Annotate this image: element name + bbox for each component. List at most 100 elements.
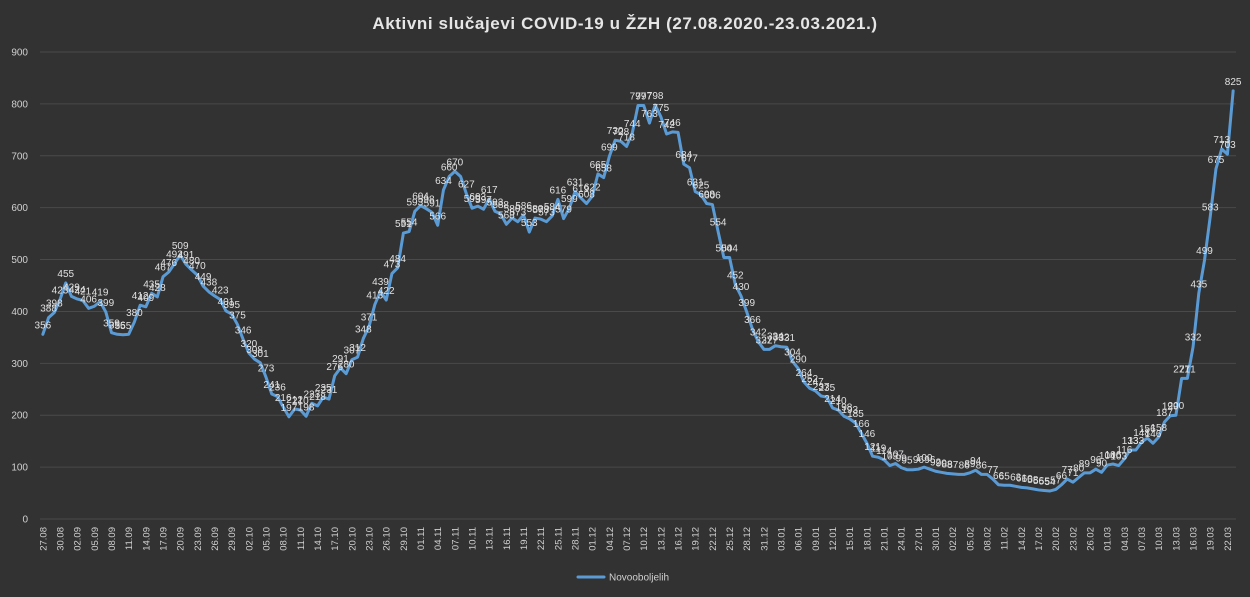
x-tick-label: 20.09 — [176, 527, 187, 551]
data-label: 193 — [841, 405, 858, 416]
data-label: 484 — [389, 254, 406, 265]
data-label: 95 — [901, 456, 913, 467]
data-label: 158 — [1150, 423, 1167, 434]
data-label: 452 — [727, 270, 744, 281]
x-tick-label: 20.02 — [1051, 527, 1062, 551]
data-label: 271 — [1173, 364, 1190, 375]
data-label: 491 — [178, 250, 195, 261]
data-label: 90 — [936, 458, 948, 469]
data-label: 55 — [1039, 476, 1051, 487]
data-label: 223 — [303, 389, 320, 400]
data-label: 665 — [590, 160, 607, 171]
data-label: 252 — [801, 374, 818, 385]
x-tick-label: 26.09 — [210, 527, 221, 551]
data-label: 100 — [916, 453, 933, 464]
data-label: 332 — [773, 333, 790, 344]
data-label: 235 — [818, 383, 835, 394]
data-label: 399 — [738, 298, 755, 309]
data-label: 388 — [40, 304, 57, 315]
data-label: 599 — [464, 194, 481, 205]
data-label: 146 — [1145, 429, 1162, 440]
data-label: 371 — [361, 312, 378, 323]
data-label: 94 — [970, 456, 982, 467]
data-label: 406 — [80, 294, 97, 305]
x-tick-label: 18.01 — [862, 527, 873, 551]
x-tick-label: 27.01 — [914, 527, 925, 551]
data-label: 212 — [286, 395, 303, 406]
data-label: 603 — [469, 192, 486, 203]
x-tick-label: 19.11 — [519, 527, 530, 550]
data-label: 327 — [756, 335, 773, 346]
data-label: 86 — [959, 460, 971, 471]
data-label: 116 — [1116, 445, 1132, 456]
data-label: 423 — [52, 286, 69, 297]
x-tick-label: 25.12 — [725, 527, 736, 551]
data-label: 54 — [1044, 477, 1056, 488]
data-label: 96 — [1090, 455, 1102, 466]
x-tick-label: 13.11 — [485, 527, 496, 550]
data-label: 599 — [561, 194, 578, 205]
data-label: 290 — [790, 355, 807, 366]
y-tick-label: 0 — [22, 515, 28, 526]
x-tick-label: 22.12 — [708, 527, 719, 551]
data-label: 241 — [263, 380, 280, 391]
data-label: 148 — [1133, 428, 1150, 439]
x-tick-label: 14.02 — [1017, 527, 1028, 551]
chart-title: Aktivni slučajevi COVID-19 u ŽZH (27.08.… — [372, 14, 878, 33]
x-tick-label: 16.03 — [1189, 527, 1200, 551]
data-labels: 3563883984234554294244214064193993593563… — [35, 77, 1242, 488]
x-tick-label: 13.03 — [1171, 527, 1182, 551]
data-label: 119 — [870, 443, 886, 454]
data-label: 331 — [778, 333, 795, 344]
data-label: 553 — [521, 218, 538, 229]
x-tick-label: 05.10 — [262, 527, 273, 551]
data-label: 121 — [864, 442, 881, 453]
data-label: 89 — [964, 459, 976, 470]
data-label: 216 — [275, 393, 292, 404]
data-label: 409 — [138, 293, 155, 304]
data-label: 89 — [1079, 459, 1091, 470]
data-label: 96 — [913, 455, 925, 466]
x-tick-label: 10.11 — [468, 527, 479, 550]
y-tick-label: 700 — [11, 151, 28, 162]
x-tick-label: 07.03 — [1137, 527, 1148, 551]
data-label: 185 — [847, 409, 864, 420]
data-label: 588 — [492, 200, 509, 211]
x-tick-label: 28.12 — [742, 527, 753, 551]
x-tick-label: 19.03 — [1206, 527, 1217, 551]
data-label: 699 — [601, 142, 618, 153]
data-label: 332 — [1185, 333, 1202, 344]
data-label: 622 — [584, 182, 601, 193]
data-label: 424 — [69, 285, 86, 296]
x-tick-label: 10.12 — [639, 527, 650, 551]
x-tick-label: 28.11 — [571, 527, 582, 550]
data-label: 455 — [57, 269, 74, 280]
data-label: 422 — [378, 286, 395, 297]
x-tick-label: 22.03 — [1223, 527, 1234, 551]
data-label: 573 — [538, 208, 555, 219]
data-label: 467 — [155, 263, 172, 274]
data-label: 114 — [876, 446, 892, 457]
data-label: 198 — [298, 402, 315, 413]
data-label: 398 — [46, 298, 63, 309]
data-label: 591 — [424, 198, 441, 209]
data-label: 214 — [824, 394, 841, 405]
data-label: 677 — [681, 154, 698, 165]
data-label: 504 — [721, 243, 738, 254]
data-label: 375 — [229, 310, 246, 321]
x-tick-label: 22.11 — [536, 527, 547, 550]
x-tick-label: 23.02 — [1068, 527, 1079, 551]
x-tick-label: 31.12 — [759, 527, 770, 551]
data-label: 359 — [103, 319, 120, 330]
x-tick-label: 30.01 — [931, 527, 942, 551]
x-tick-label: 24.01 — [897, 527, 908, 551]
legend: Novooboljelih — [576, 573, 669, 584]
data-label: 88 — [941, 459, 953, 470]
data-label: 66 — [993, 471, 1005, 482]
data-label: 92 — [930, 457, 942, 468]
x-tick-label: 13.12 — [656, 527, 667, 551]
data-label: 56 — [1033, 476, 1045, 487]
data-label: 619 — [572, 184, 589, 195]
data-label: 439 — [372, 277, 389, 288]
